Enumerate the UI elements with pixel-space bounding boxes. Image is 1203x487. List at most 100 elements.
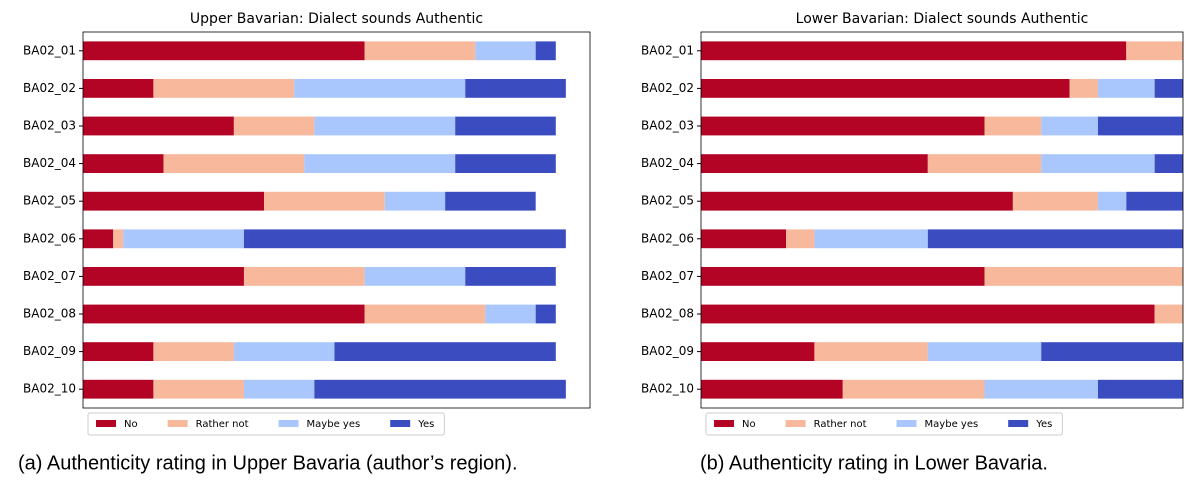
plot-frame (700, 31, 1184, 409)
legend-label: Rather not (196, 419, 249, 430)
bar-segment (1041, 342, 1183, 361)
legend-label: Rather not (814, 419, 867, 430)
legend-swatch (785, 420, 806, 427)
y-tick-label: BA02_02 (23, 81, 76, 95)
y-tick-label: BA02_03 (23, 119, 76, 133)
y-tick-label: BA02_08 (641, 307, 694, 321)
bar-segment (475, 41, 536, 61)
bar-segment (264, 191, 385, 211)
bar-segment (455, 116, 556, 136)
chart-title: Lower Bavarian: Dialect sounds Authentic (796, 11, 1089, 27)
bar-segment (814, 342, 928, 361)
bar-segment (465, 267, 556, 286)
bar-segment (163, 154, 305, 173)
bar-segment (153, 342, 234, 361)
y-tick-label: BA02_01 (23, 43, 76, 57)
legend-swatch (714, 420, 734, 427)
y-tick-label: BA02_10 (641, 382, 694, 396)
legend-label: No (742, 419, 756, 430)
bar-segment (701, 41, 1127, 61)
bar-segment (1154, 154, 1183, 173)
legend (705, 412, 1063, 436)
legend-label: Maybe yes (925, 419, 979, 430)
bar-segment (786, 229, 815, 249)
bar-segment (701, 154, 928, 173)
bar-segment (294, 79, 466, 98)
legend-swatch (1008, 420, 1029, 427)
bar-segment (1097, 191, 1127, 211)
bar-segment (243, 267, 365, 286)
legend-swatch (896, 420, 917, 427)
legend-label: Yes (417, 419, 434, 430)
bar-segment (83, 154, 164, 173)
bar-segment (842, 379, 985, 399)
y-tick-label: BA02_04 (23, 156, 76, 170)
bar-segment (1154, 79, 1183, 98)
bar-segment (927, 154, 1042, 173)
bar-segment (83, 229, 114, 249)
legend-label: Yes (1035, 419, 1052, 430)
legend-swatch (390, 420, 411, 427)
y-tick-label: BA02_07 (641, 269, 694, 283)
bar-segment (334, 342, 556, 361)
y-tick-label: BA02_06 (641, 231, 694, 245)
bar-segment (304, 154, 456, 173)
bar-segment (233, 342, 335, 361)
bar-segment (83, 41, 365, 61)
bar-segment (113, 229, 124, 249)
bar-segment (1154, 304, 1183, 324)
bar-segment (1126, 191, 1183, 211)
plot-frame (82, 31, 591, 409)
bar-segment (535, 304, 556, 324)
bar-segment (153, 79, 295, 98)
bar-segment (701, 304, 1155, 324)
bar-segment (455, 154, 556, 173)
bar-segment (314, 379, 566, 399)
bar-segment (83, 116, 234, 136)
bar-segment (83, 304, 365, 324)
bar-segment (364, 41, 476, 61)
bar-segment (1126, 41, 1183, 61)
legend-label: No (124, 419, 138, 430)
bar-segment (927, 342, 1042, 361)
y-tick-label: BA02_01 (641, 43, 694, 57)
y-tick-label: BA02_05 (23, 194, 76, 208)
bar-segment (314, 116, 456, 136)
y-tick-label: BA02_03 (641, 119, 694, 133)
bar-segment (465, 79, 566, 98)
legend-swatch (278, 420, 299, 427)
bar-segment (83, 79, 154, 98)
caption: (a) Authenticity rating in Upper Bavaria… (18, 452, 518, 474)
bar-segment (243, 229, 566, 249)
bar-segment (384, 191, 446, 211)
bar-segment (445, 191, 536, 211)
bar-segment (1097, 116, 1183, 136)
bar-segment (984, 267, 1183, 286)
y-tick-label: BA02_04 (641, 156, 694, 170)
bar-segment (814, 229, 928, 249)
bar-segment (364, 267, 466, 286)
bar-segment (535, 41, 556, 61)
y-tick-label: BA02_09 (23, 344, 76, 358)
bar-segment (701, 79, 1070, 98)
legend (87, 412, 445, 436)
bar-segment (83, 191, 265, 211)
bar-segment (1069, 79, 1098, 98)
bar-segment (701, 342, 815, 361)
bar-segment (984, 379, 1098, 399)
bar-segment (123, 229, 244, 249)
bar-segment (701, 191, 1013, 211)
bar-segment (364, 304, 486, 324)
bar-segment (1012, 191, 1098, 211)
bar-segment (1097, 79, 1155, 98)
bar-segment (701, 267, 985, 286)
y-tick-label: BA02_02 (641, 81, 694, 95)
bar-segment (153, 379, 244, 399)
y-tick-label: BA02_07 (23, 269, 76, 283)
y-tick-label: BA02_10 (23, 382, 76, 396)
bar-segment (83, 267, 244, 286)
bar-segment (485, 304, 536, 324)
legend-swatch (96, 420, 116, 427)
bar-segment (984, 116, 1042, 136)
